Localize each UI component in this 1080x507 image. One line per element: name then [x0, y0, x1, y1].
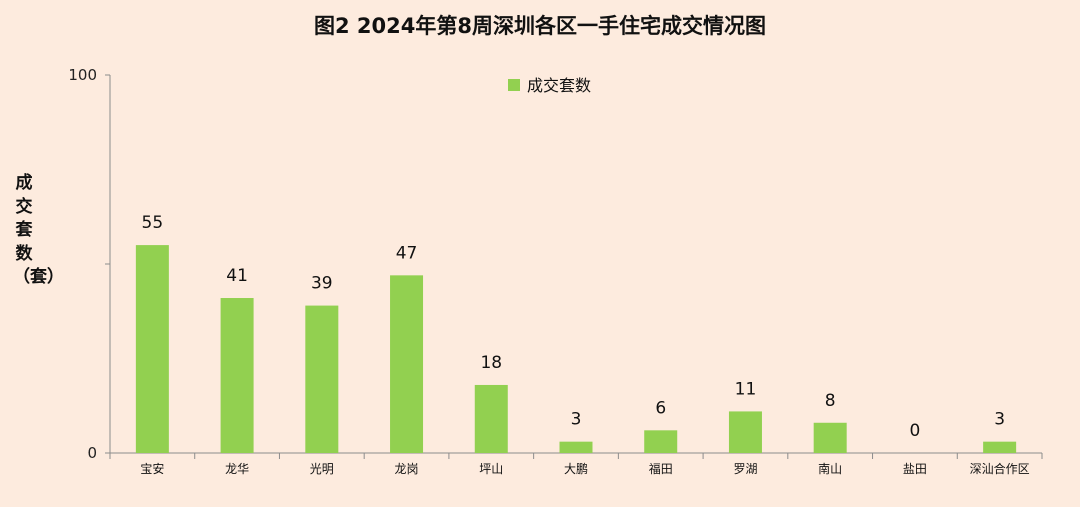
bar: [390, 275, 424, 453]
bar: [813, 422, 847, 453]
bar: [728, 411, 762, 453]
y-tick-label: 0: [87, 444, 97, 462]
axes: 0 100: [68, 66, 1043, 462]
x-tick-label: 福田: [649, 461, 673, 476]
data-label: 11: [735, 379, 757, 399]
bars: [135, 245, 1017, 453]
data-labels: 55 宝安 41 龙华 39 光明 47 龙岗 18 坪山 3 大鹏 6 福田 11 罗湖 8 南山 0 盐田 3 深汕合…: [140, 213, 1029, 476]
data-label: 6: [655, 398, 666, 418]
x-tick-label: 大鹏: [564, 462, 588, 476]
x-tick-label: 宝安: [140, 461, 164, 476]
bar: [983, 441, 1017, 453]
bar: [644, 430, 678, 453]
legend-swatch: [508, 79, 520, 91]
data-label: 47: [396, 243, 418, 263]
x-tick-label: 龙华: [225, 462, 249, 476]
data-label: 41: [226, 266, 248, 286]
data-label: 8: [825, 391, 836, 411]
bar: [135, 245, 169, 453]
data-label: 39: [311, 274, 333, 294]
x-tick-label: 罗湖: [733, 461, 757, 476]
data-label: 3: [994, 410, 1005, 430]
data-label: 0: [909, 421, 920, 441]
x-tick-label: 南山: [818, 461, 842, 476]
x-tick-label: 光明: [310, 462, 334, 476]
x-tick-label: 深汕合作区: [970, 461, 1030, 476]
legend-label: 成交套数: [527, 76, 591, 95]
legend: 成交套数: [508, 76, 591, 95]
chart-title: 图2 2024年第8周深圳各区一手住宅成交情况图: [314, 14, 766, 38]
data-label: 55: [142, 213, 164, 233]
data-label: 18: [480, 353, 502, 373]
bar: [559, 441, 593, 453]
data-label: 3: [571, 410, 582, 430]
bar: [220, 298, 254, 453]
bar: [474, 384, 508, 453]
x-tick-label: 盐田: [903, 462, 927, 476]
bar: [305, 305, 339, 453]
y-tick-label: 100: [68, 66, 97, 84]
x-tick-label: 坪山: [479, 462, 503, 476]
x-tick-label: 龙岗: [395, 462, 419, 476]
